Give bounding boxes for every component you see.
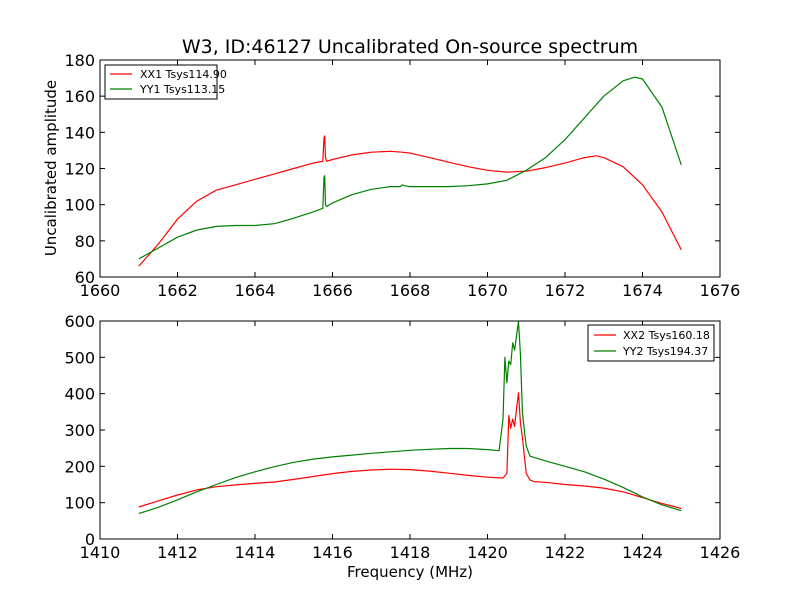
- bottom-x-tick-label: 1426: [700, 543, 741, 562]
- bottom-x-tick-label: 1416: [312, 543, 353, 562]
- top-series-line-xx1: [138, 135, 682, 267]
- bottom-y-tick-label: 200: [64, 457, 95, 476]
- bottom-x-axis-label: Frequency (MHz): [347, 563, 473, 581]
- top-x-tick-label: 1664: [235, 281, 276, 300]
- bottom-legend-box: [587, 324, 715, 362]
- bottom-y-tick-label: 600: [64, 312, 95, 331]
- bottom-y-tick-label: 300: [64, 421, 95, 440]
- top-y-tick-label: 140: [64, 123, 95, 142]
- top-x-tick-label: 1674: [622, 281, 663, 300]
- bottom-legend: XX2 Tsys160.18 YY2 Tsys194.37: [587, 324, 715, 362]
- top-legend-label-yy1: YY1 Tsys113.15: [139, 83, 225, 96]
- top-legend-box: [104, 64, 218, 100]
- top-x-tick-label: 1668: [390, 281, 431, 300]
- bottom-x-ticks: 1410 1412 1414 1416 1418 1420 1422 1424 1426: [80, 321, 741, 562]
- bottom-series-lines: [138, 321, 682, 515]
- top-x-tick-label: 1660: [80, 281, 121, 300]
- bottom-x-tick-label: 1412: [157, 543, 198, 562]
- top-y-tick-label: 180: [64, 51, 95, 70]
- bottom-y-tick-label: 0: [85, 530, 95, 549]
- bottom-subplot: Frequency (MHz) 1410 1412 1414 1416 1418 1420…: [64, 312, 740, 581]
- top-y-tick-label: 60: [75, 268, 95, 287]
- bottom-x-tick-label: 1424: [622, 543, 663, 562]
- bottom-x-tick-label: 1422: [545, 543, 586, 562]
- top-y-tick-label: 160: [64, 87, 95, 106]
- top-y-axis-label: Uncalibrated amplitude: [42, 80, 60, 256]
- top-x-tick-label: 1672: [545, 281, 586, 300]
- bottom-y-ticks: 0 100 200 300 400 500 600: [64, 312, 720, 549]
- top-x-tick-label: 1670: [467, 281, 508, 300]
- bottom-legend-label-yy2: YY2 Tsys194.37: [622, 345, 708, 358]
- bottom-x-tick-label: 1420: [467, 543, 508, 562]
- top-plot-frame: [99, 59, 721, 278]
- bottom-y-tick-label: 400: [64, 385, 95, 404]
- bottom-y-tick-label: 500: [64, 348, 95, 367]
- bottom-x-tick-label: 1414: [235, 543, 276, 562]
- top-series-lines: [138, 76, 682, 267]
- bottom-series-line-xx2: [138, 392, 682, 510]
- top-x-ticks: 1660 1662 1664 1666 1668 1670 1672 1674 1676: [80, 60, 741, 300]
- top-x-tick-label: 1666: [312, 281, 353, 300]
- top-legend-label-xx1: XX1 Tsys114.90: [140, 68, 227, 81]
- bottom-x-tick-label: 1410: [80, 543, 121, 562]
- bottom-y-tick-label: 100: [64, 494, 95, 513]
- top-y-ticks: 60 80 100 120 140 160 180: [64, 51, 720, 287]
- top-y-tick-label: 80: [75, 232, 95, 251]
- top-y-tick-label: 100: [64, 196, 95, 215]
- bottom-legend-label-xx2: XX2 Tsys160.18: [623, 329, 710, 342]
- top-subplot: W3, ID:46127 Uncalibrated On-source spec…: [42, 36, 740, 300]
- top-x-tick-label: 1676: [700, 281, 741, 300]
- top-x-tick-label: 1662: [157, 281, 198, 300]
- bottom-series-line-yy2: [138, 321, 682, 515]
- bottom-x-tick-label: 1418: [390, 543, 431, 562]
- top-legend: XX1 Tsys114.90 YY1 Tsys113.15: [104, 64, 227, 100]
- bottom-plot-frame: [99, 320, 721, 540]
- chart-title: W3, ID:46127 Uncalibrated On-source spec…: [182, 36, 638, 58]
- top-series-line-yy1: [138, 76, 682, 260]
- top-y-tick-label: 120: [64, 160, 95, 179]
